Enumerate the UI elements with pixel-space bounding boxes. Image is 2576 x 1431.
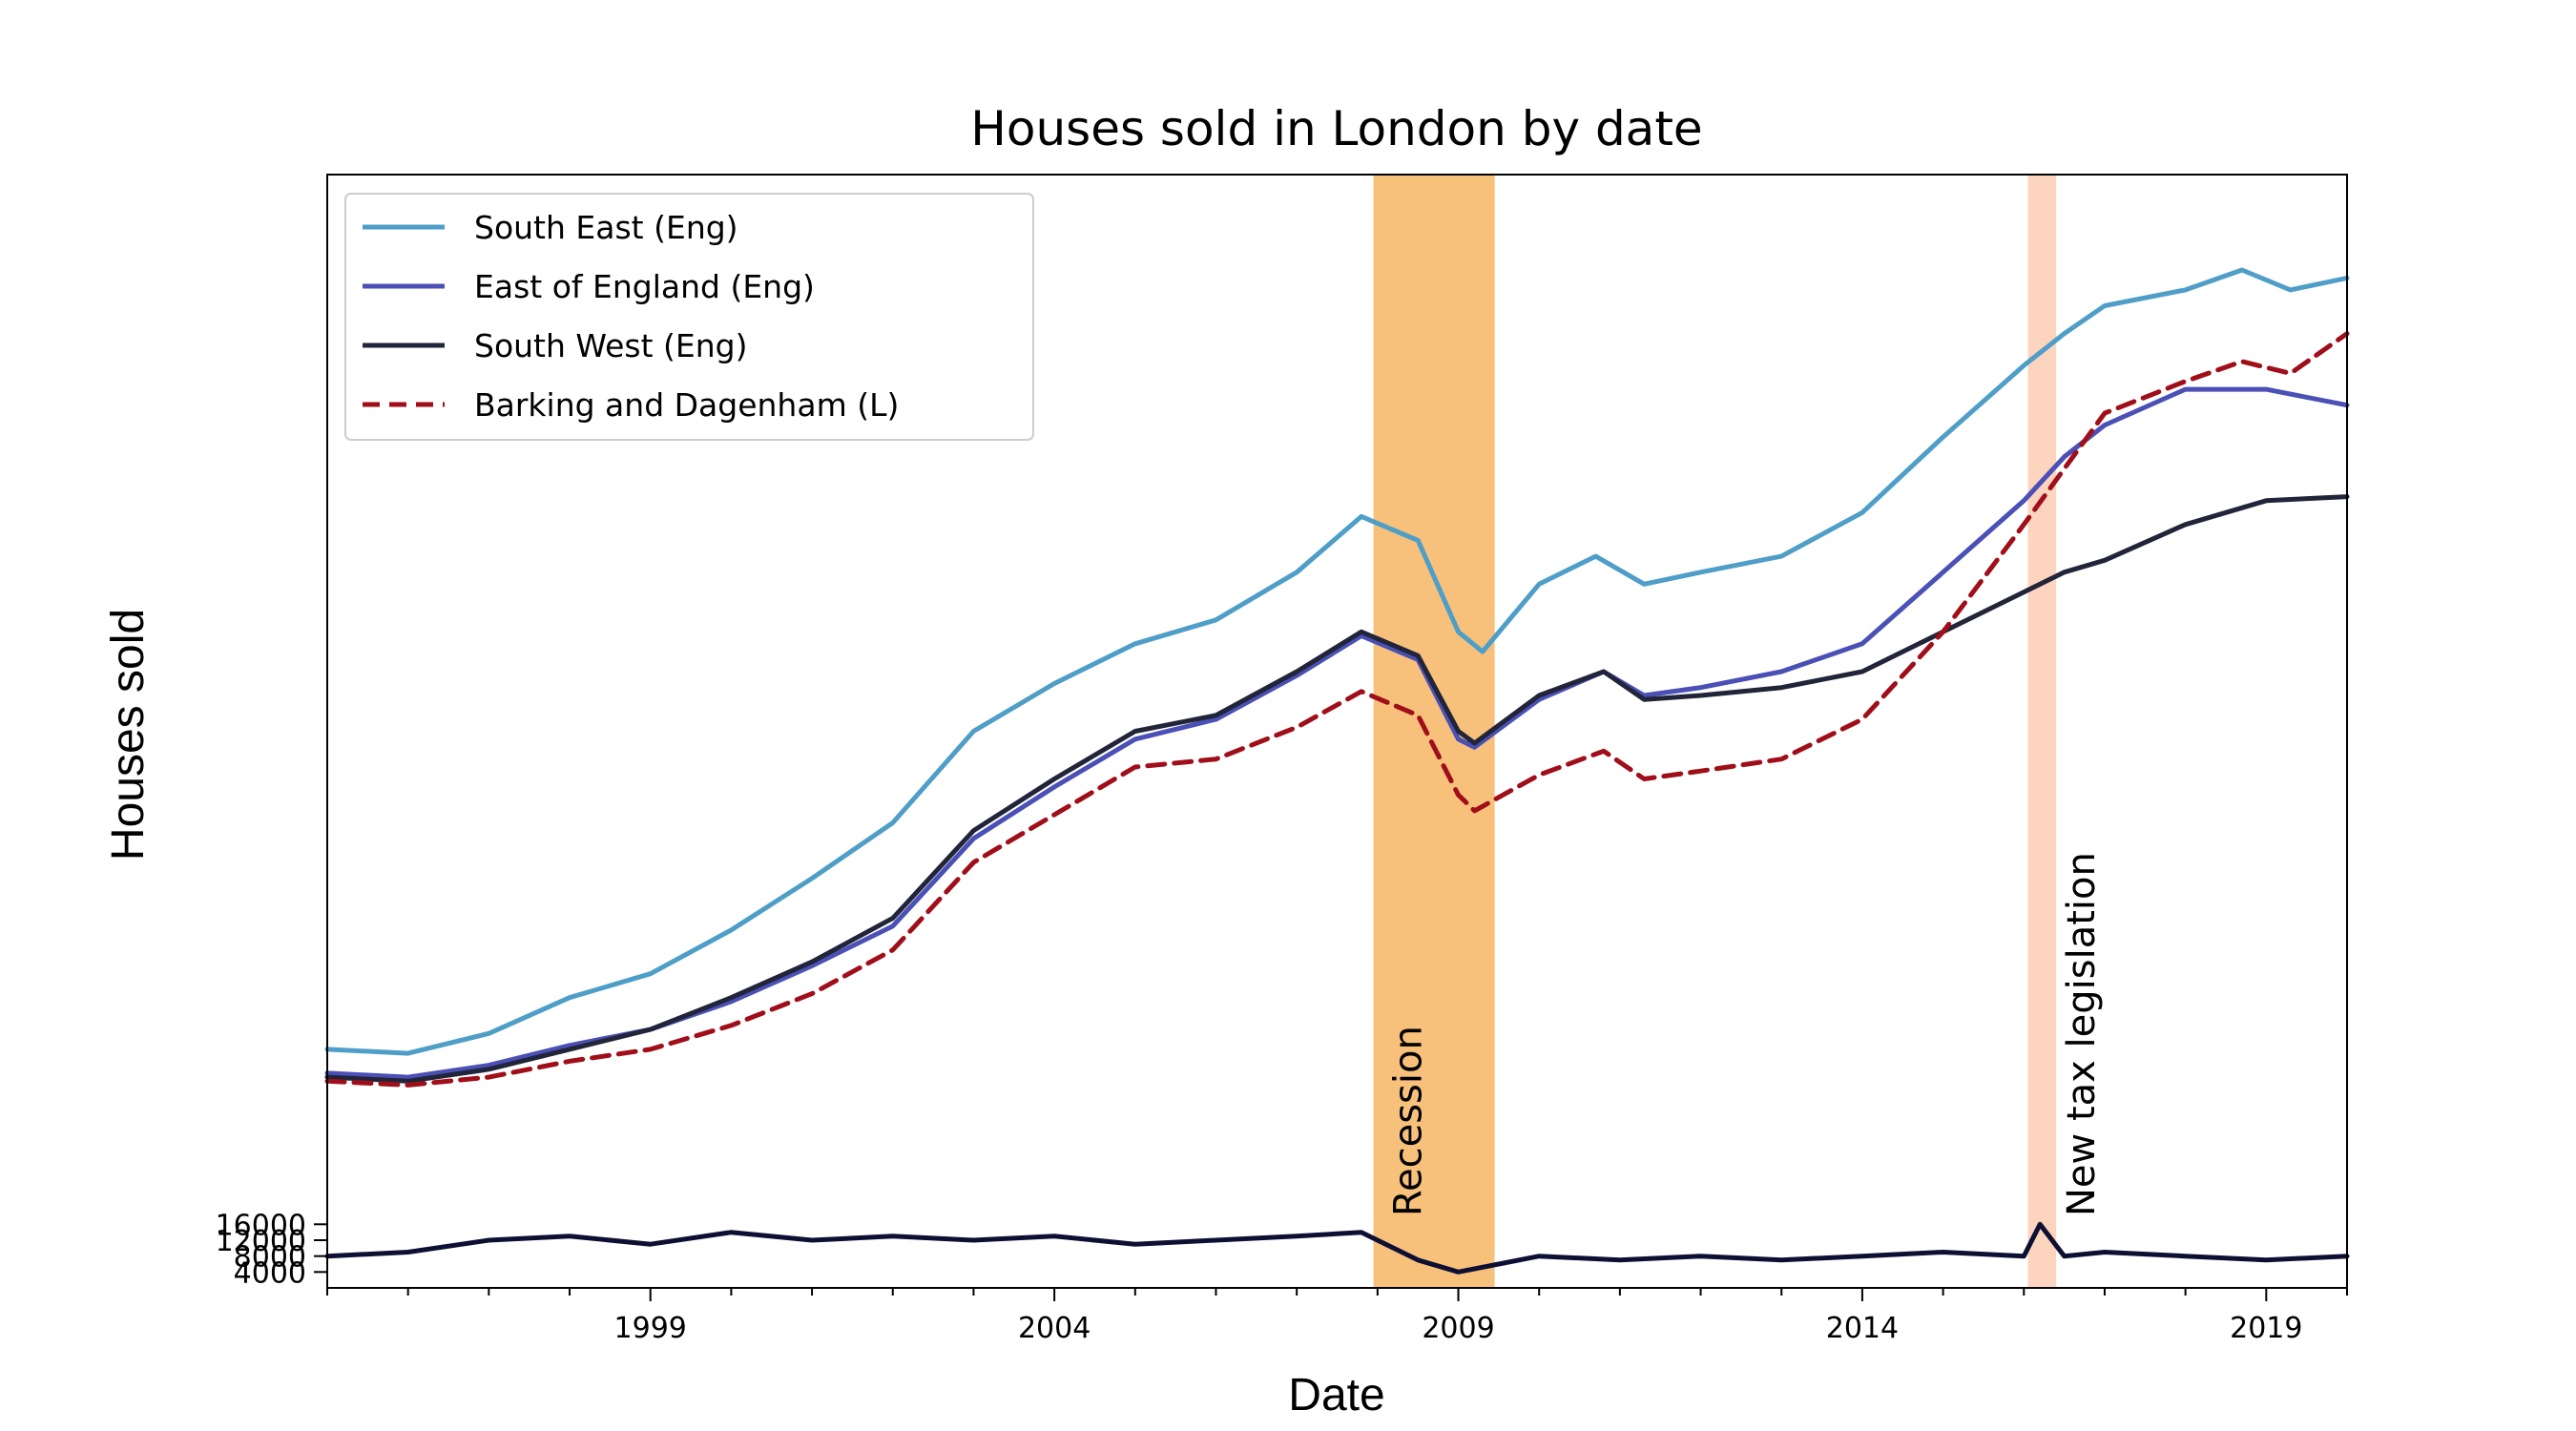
series-line-2 [324,494,2350,1084]
series-line-4 [324,1221,2350,1275]
legend-label-2: South West (Eng) [474,327,747,364]
x-tick-label: 2004 [1018,1312,1091,1345]
legend-box [344,193,1034,441]
y-tick-label: 4000 [234,1256,306,1290]
legend: South East (Eng) East of England (Eng) Sou… [344,193,1034,441]
y-axis-label: Houses sold [103,609,154,861]
legend-label-3: Barking and Dagenham (L) [474,386,899,424]
x-tick-label: 2009 [1422,1312,1494,1345]
y-tick-label: 12000 [216,1225,306,1258]
legend-label-1: East of England (Eng) [474,268,815,305]
y-tick-label: 8000 [234,1241,306,1275]
annotation-label-1: New tax legislation [2060,852,2104,1216]
x-tick-label: 2014 [1826,1312,1899,1345]
x-tick-label: 1999 [614,1312,687,1345]
annotation-spans [1373,175,2057,1288]
x-axis-label: Date [1288,1370,1384,1421]
series-line-0 [324,267,2350,1056]
series-lines [324,267,2350,1275]
series-line-3 [324,331,2350,1088]
x-tick-label: 2019 [2230,1312,2302,1345]
plot-frame [326,174,2348,1289]
annotation-span-0 [1373,175,1495,1288]
legend-label-0: South East (Eng) [474,209,738,246]
series-line-1 [324,386,2350,1080]
annotation-labels: Recession New tax legislation [1387,852,2105,1216]
y-tick-label: 16000 [216,1209,306,1242]
x-axis-ticks: 1999 2004 2009 2014 2019 [326,1288,2348,1345]
annotation-label-0: Recession [1387,1026,1431,1216]
chart-title: Houses sold in London by date [970,101,1702,156]
